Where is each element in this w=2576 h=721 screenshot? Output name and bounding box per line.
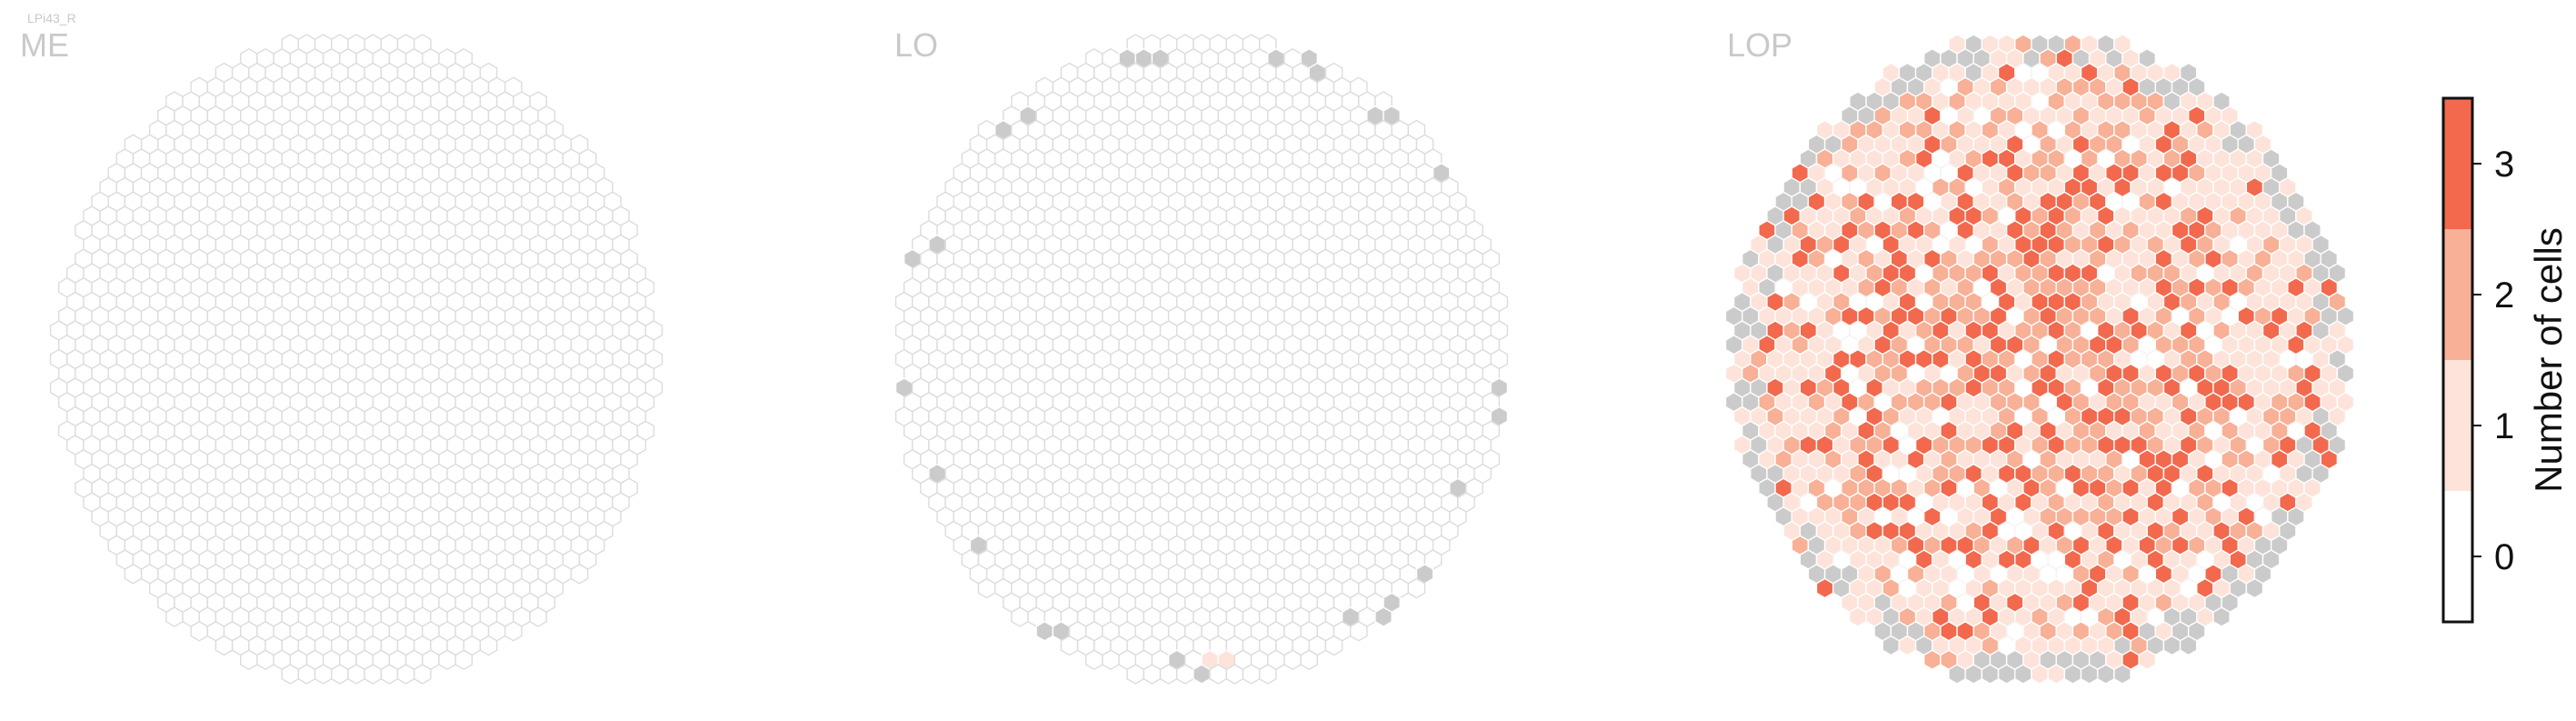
hex-cell-empty (215, 635, 234, 656)
hex-cell-empty (438, 649, 456, 671)
hex-cell-empty (454, 649, 474, 671)
hex-cell-uncovered (2113, 664, 2132, 685)
hex-cell-empty (504, 620, 523, 642)
hex-grid-lop (1724, 34, 2355, 685)
hex-cell-empty (1159, 664, 1178, 685)
panel-title-me: ME (20, 26, 69, 64)
hex-cell-count-1 (2031, 664, 2049, 685)
hex-cell-uncovered (1374, 606, 1393, 627)
hex-grid-me (49, 34, 664, 685)
hex-cell-uncovered (1948, 664, 1966, 685)
panel-title-lo: LO (894, 26, 938, 64)
hex-cell-empty (396, 664, 415, 685)
hex-cell-empty (413, 664, 432, 685)
panel-lo: LO (894, 26, 1509, 685)
hex-cell-uncovered (2179, 635, 2198, 656)
hex-cell-count-2 (1922, 649, 1942, 671)
hex-cell-empty (1225, 664, 1244, 685)
colorbar: 0 1 2 3 Number of cells (2441, 96, 2570, 624)
colorbar-segment-1 (2443, 360, 2472, 491)
hex-cell-empty (380, 664, 399, 685)
hex-cell-uncovered (1997, 664, 2016, 685)
colorbar-label: Number of cells (2527, 227, 2570, 493)
panel-me: ME (20, 26, 664, 685)
hex-cell-count-1 (1898, 635, 1917, 656)
hex-cell-empty (239, 649, 258, 671)
hex-cell-empty (314, 664, 333, 685)
hex-cell-empty (1407, 577, 1426, 599)
hex-cell-empty (529, 606, 547, 627)
figure-tag: LPi43_R (27, 11, 76, 25)
hex-cell-uncovered (2096, 664, 2115, 685)
hex-cell-empty (297, 664, 316, 685)
hex-cell-empty (1283, 649, 1302, 671)
hex-cell-uncovered (2080, 664, 2099, 685)
hex-cell-empty (165, 606, 184, 627)
hex-cell-empty (479, 635, 498, 656)
hex-grid-lo (894, 34, 1509, 685)
hex-cell-count-1 (1849, 606, 1867, 627)
colorbar-tick-label-1: 1 (2494, 406, 2514, 446)
hex-cell-empty (347, 664, 365, 685)
hex-cell-uncovered (2063, 664, 2082, 685)
hex-cell-empty (124, 563, 143, 585)
hex-cell-empty (1011, 606, 1029, 627)
hex-cell-empty (1242, 664, 1261, 685)
colorbar-segment-0 (2443, 491, 2472, 622)
hex-cell-uncovered (1035, 620, 1054, 642)
hex-cell-empty (1126, 664, 1145, 685)
hex-cell-empty (1102, 649, 1120, 671)
hex-cell-uncovered (1882, 635, 1901, 656)
hex-cell-empty (256, 649, 275, 671)
hex-cell-empty (364, 664, 382, 685)
hex-cell-empty (1176, 664, 1194, 685)
hex-cell-uncovered (2212, 606, 2231, 627)
hex-cell-empty (281, 664, 300, 685)
hex-cell-count-1 (2047, 664, 2065, 685)
panel-lop: LOP (1724, 26, 2355, 685)
hex-cell-empty (1258, 664, 1277, 685)
hex-cell-uncovered (1964, 664, 1983, 685)
colorbar-segment-2 (2443, 229, 2472, 360)
hex-cell-empty (331, 664, 349, 685)
hex-cell-uncovered (1981, 664, 2000, 685)
hex-cell-count-1 (2138, 649, 2157, 671)
hex-cell-empty (1324, 635, 1343, 656)
colorbar-tick-label-3: 3 (2494, 145, 2514, 185)
hex-cell-empty (1209, 664, 1227, 685)
hex-cell-uncovered (2162, 635, 2182, 656)
hex-cell-empty (1300, 649, 1319, 671)
colorbar-tick-label-0: 0 (2494, 537, 2514, 577)
hex-cell-empty (1143, 664, 1162, 685)
hex-cell-empty (190, 620, 209, 642)
panel-title-lop: LOP (1727, 26, 1792, 64)
hex-cell-empty (570, 563, 589, 585)
hex-cell-uncovered (2014, 664, 2032, 685)
hex-cell-empty (977, 577, 996, 599)
hex-cell-uncovered (1193, 664, 1211, 685)
colorbar-segment-3 (2443, 98, 2472, 229)
hex-cell-empty (1060, 635, 1079, 656)
hex-cell-uncovered (2245, 577, 2264, 599)
hex-cell-empty (1084, 649, 1103, 671)
colorbar-tick-label-2: 2 (2494, 275, 2514, 315)
hex-cell-empty (1349, 620, 1368, 642)
hex-cell-count-3 (1815, 577, 1834, 599)
